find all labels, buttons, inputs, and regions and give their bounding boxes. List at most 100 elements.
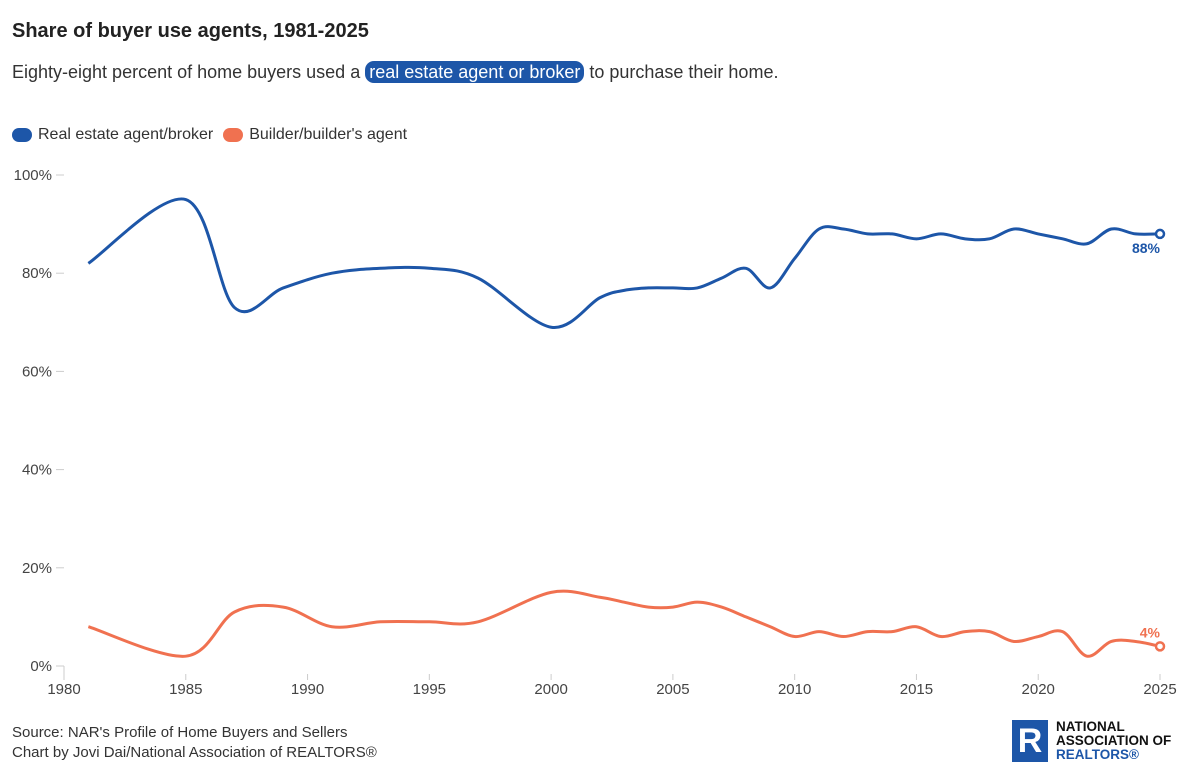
y-tick-label: 80%	[22, 265, 52, 282]
x-tick-label: 2010	[778, 681, 811, 698]
data-point	[330, 625, 334, 629]
data-point	[744, 615, 748, 619]
data-point	[379, 620, 383, 624]
y-tick-label: 40%	[22, 462, 52, 479]
series-line-agent	[87, 197, 1161, 329]
source-note: Source: NAR's Profile of Home Buyers and…	[12, 724, 348, 741]
subtitle-pre: Eighty-eight percent of home buyers used…	[12, 62, 366, 82]
data-point	[988, 237, 992, 241]
data-point	[476, 620, 480, 624]
data-point	[549, 325, 553, 329]
y-tick-label: 0%	[30, 658, 52, 675]
data-point	[379, 266, 383, 270]
x-tick-label: 1980	[47, 681, 80, 698]
x-tick-label: 2000	[534, 681, 567, 698]
data-point	[598, 595, 602, 599]
data-point	[841, 227, 845, 231]
legend-label-agent: Real estate agent/broker	[38, 126, 214, 143]
x-tick-label: 2025	[1143, 681, 1176, 698]
data-point	[695, 286, 699, 290]
end-label: 88%	[1132, 240, 1161, 256]
subtitle-post: to purchase their home.	[584, 62, 779, 82]
data-point	[1036, 635, 1040, 639]
subtitle-highlight: real estate agent or broker	[365, 61, 585, 83]
data-point	[184, 198, 188, 202]
data-point	[890, 232, 894, 236]
end-label: 4%	[1140, 624, 1161, 640]
y-tick-label: 100%	[14, 167, 52, 184]
data-point	[427, 266, 431, 270]
end-marker	[1154, 641, 1166, 652]
credit-note: Chart by Jovi Dai/National Association o…	[12, 744, 377, 761]
data-point	[598, 296, 602, 300]
data-point	[793, 256, 797, 260]
data-point	[549, 590, 553, 594]
data-point	[817, 227, 821, 231]
chart-title: Share of buyer use agents, 1981-2025	[12, 20, 369, 42]
legend: Real estate agent/broker Builder/builder…	[12, 126, 407, 144]
data-point	[720, 276, 724, 280]
data-point	[914, 625, 918, 629]
data-point	[86, 625, 90, 629]
data-point	[720, 605, 724, 609]
data-point	[1061, 237, 1065, 241]
data-point	[647, 286, 651, 290]
data-point	[963, 237, 967, 241]
x-tick-label: 1990	[291, 681, 324, 698]
data-point	[1085, 242, 1089, 246]
data-point	[647, 605, 651, 609]
legend-swatch-builder	[223, 128, 244, 142]
data-point	[1012, 227, 1016, 231]
data-point	[793, 635, 797, 639]
data-point	[841, 635, 845, 639]
x-tick-label: 2020	[1022, 681, 1055, 698]
data-point	[671, 286, 675, 290]
data-point	[866, 232, 870, 236]
legend-item-agent[interactable]: Real estate agent/broker	[12, 126, 213, 144]
data-point	[427, 620, 431, 624]
data-point	[232, 610, 236, 614]
data-point	[184, 654, 188, 658]
data-point	[86, 261, 90, 265]
data-point	[866, 630, 870, 634]
data-point	[768, 286, 772, 290]
data-point	[1061, 630, 1065, 634]
y-tick-label: 60%	[22, 363, 52, 380]
data-point	[1036, 232, 1040, 236]
legend-item-builder[interactable]: Builder/builder's agent	[223, 126, 407, 144]
chart-subtitle: Eighty-eight percent of home buyers used…	[12, 61, 779, 83]
data-point	[671, 605, 675, 609]
data-point	[817, 630, 821, 634]
data-point	[1109, 639, 1113, 643]
x-tick-label: 1995	[413, 681, 446, 698]
x-tick-label: 2015	[900, 681, 933, 698]
data-point	[695, 600, 699, 604]
data-point	[939, 635, 943, 639]
data-point	[281, 286, 285, 290]
y-tick-label: 20%	[22, 560, 52, 577]
nar-logo-mark: R	[1012, 720, 1048, 762]
nar-logo: R NATIONAL ASSOCIATION OF REALTORS®	[1012, 720, 1171, 762]
footer: Source: NAR's Profile of Home Buyers and…	[12, 723, 377, 763]
data-point	[988, 630, 992, 634]
data-point	[1012, 639, 1016, 643]
data-point	[1134, 232, 1138, 236]
data-point	[476, 276, 480, 280]
end-marker	[1154, 228, 1166, 240]
data-point	[744, 266, 748, 270]
data-point	[768, 625, 772, 629]
data-point	[939, 232, 943, 236]
legend-label-builder: Builder/builder's agent	[249, 126, 408, 143]
data-point	[281, 605, 285, 609]
data-point	[1085, 654, 1089, 658]
nar-logo-text: NATIONAL ASSOCIATION OF REALTORS®	[1056, 719, 1172, 762]
data-point	[890, 630, 894, 634]
x-tick-label: 2005	[656, 681, 689, 698]
data-point	[232, 306, 236, 310]
data-point	[914, 237, 918, 241]
data-point	[622, 288, 626, 292]
legend-swatch-agent	[12, 128, 32, 142]
data-point	[330, 271, 334, 275]
data-point	[963, 630, 967, 634]
